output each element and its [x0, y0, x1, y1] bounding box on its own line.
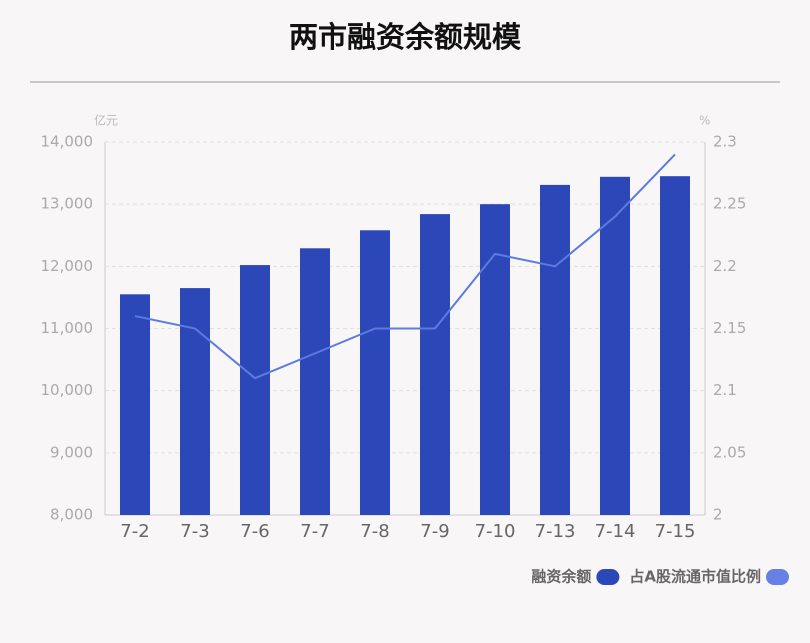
- bar: [420, 214, 450, 515]
- chart-title: 两市融资余额规模: [289, 20, 522, 54]
- bar: [360, 230, 390, 515]
- y-tick-label: 8,000: [50, 506, 93, 524]
- bar: [240, 265, 270, 515]
- y2-tick-label: 2.15: [713, 319, 746, 337]
- bar: [180, 288, 210, 515]
- bar: [540, 184, 570, 515]
- y2-tick-label: 2.05: [713, 443, 746, 461]
- x-tick-label: 7-9: [420, 521, 449, 542]
- x-tick-label: 7-2: [120, 521, 149, 542]
- x-tick-label: 7-6: [240, 521, 269, 542]
- legend-swatch: [766, 569, 789, 585]
- x-tick-label: 7-8: [360, 521, 389, 542]
- legend-swatch: [596, 569, 620, 585]
- y2-tick-label: 2.3: [713, 133, 737, 151]
- y2-tick-label: 2.25: [713, 195, 746, 213]
- y-tick-label: 14,000: [41, 133, 94, 151]
- x-tick-label: 7-14: [595, 521, 636, 542]
- y-tick-label: 9,000: [50, 443, 93, 461]
- bar: [480, 204, 510, 515]
- x-tick-label: 7-7: [300, 521, 329, 542]
- legend-label: 融资余额: [531, 568, 591, 586]
- y2-tick-label: 2.2: [713, 257, 737, 275]
- y2-unit: %: [699, 114, 710, 128]
- bar: [660, 176, 690, 516]
- y-tick-label: 11,000: [41, 319, 94, 337]
- bar: [120, 294, 150, 515]
- y2-tick-label: 2: [713, 506, 723, 524]
- bar: [600, 176, 630, 515]
- y-tick-label: 12,000: [41, 257, 94, 275]
- x-tick-label: 7-3: [180, 521, 209, 542]
- x-tick-label: 7-13: [535, 521, 576, 542]
- y2-tick-label: 2.1: [713, 381, 737, 399]
- legend-label: 占A股流通市值比例: [629, 568, 761, 586]
- y-tick-label: 13,000: [41, 195, 94, 213]
- bar: [300, 248, 330, 515]
- line: [134, 153, 676, 380]
- x-tick-label: 7-10: [475, 521, 516, 542]
- y-tick-label: 10,000: [41, 381, 94, 399]
- x-tick-label: 7-15: [655, 521, 696, 542]
- y-unit: 亿元: [94, 113, 118, 128]
